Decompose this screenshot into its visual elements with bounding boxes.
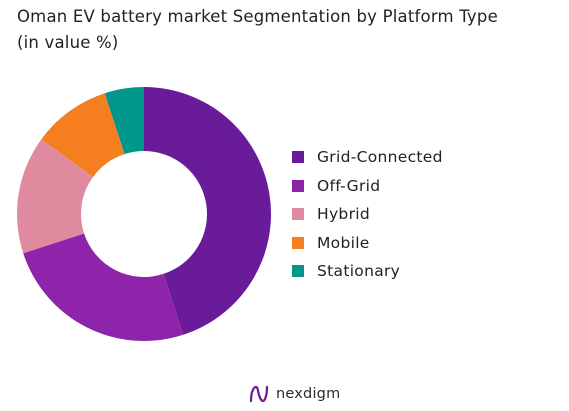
legend-label-hybrid: Hybrid (317, 205, 370, 224)
donut-chart (16, 87, 272, 341)
legend-label-mobile: Mobile (317, 233, 370, 252)
legend-swatch-mobile (292, 236, 304, 249)
legend-item-off-grid: Off-Grid (292, 172, 443, 201)
donut-slice-hybrid (16, 139, 94, 254)
chart-title: Oman EV battery market Segmentation by P… (17, 4, 562, 56)
donut-slices (16, 87, 272, 341)
legend-swatch-grid-connected (292, 151, 304, 164)
chart-title-line-1: Oman EV battery market Segmentation by P… (17, 7, 498, 26)
legend-item-grid-connected: Grid-Connected (292, 143, 443, 172)
legend-label-grid-connected: Grid-Connected (317, 148, 443, 167)
brand-footer: nexdigm (248, 383, 340, 405)
legend-label-stationary: Stationary (317, 262, 401, 281)
legend-label-off-grid: Off-Grid (317, 176, 381, 195)
legend-swatch-stationary (292, 265, 304, 278)
donut-slice-mobile (41, 93, 125, 177)
legend-item-stationary: Stationary (292, 257, 443, 286)
donut-slice-stationary (104, 87, 144, 155)
chart-title-line-2: (in value %) (17, 33, 119, 52)
donut-slice-off-grid (23, 233, 184, 341)
legend-item-mobile: Mobile (292, 229, 443, 258)
legend-item-hybrid: Hybrid (292, 200, 443, 229)
nexdigm-logo-icon (249, 385, 269, 403)
donut-slice-grid-connected (144, 87, 272, 335)
legend-swatch-off-grid (292, 179, 304, 192)
brand-name: nexdigm (276, 386, 341, 402)
chart-legend: Grid-Connected Off-Grid Hybrid Mobile St… (292, 143, 443, 286)
legend-swatch-hybrid (292, 208, 304, 221)
